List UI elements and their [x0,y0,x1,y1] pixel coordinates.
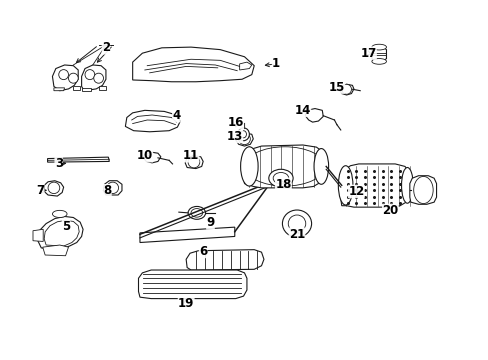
Polygon shape [409,176,436,204]
Polygon shape [339,84,353,95]
Ellipse shape [188,206,205,219]
Polygon shape [33,229,43,242]
Ellipse shape [413,176,432,203]
Ellipse shape [240,131,246,138]
Text: 2: 2 [102,41,110,54]
Polygon shape [140,227,234,243]
Polygon shape [138,270,246,298]
Polygon shape [132,47,254,82]
Polygon shape [81,65,106,91]
Polygon shape [371,47,386,62]
Ellipse shape [188,157,200,168]
Ellipse shape [313,149,328,184]
Ellipse shape [107,182,118,194]
Ellipse shape [48,182,60,194]
Ellipse shape [371,59,386,64]
Polygon shape [305,109,323,122]
Ellipse shape [371,44,386,50]
Text: 20: 20 [382,204,398,217]
Text: 7: 7 [36,184,44,197]
Polygon shape [239,62,251,70]
Text: 15: 15 [328,81,345,94]
Text: 6: 6 [199,245,207,258]
Ellipse shape [268,169,292,187]
Polygon shape [52,65,78,91]
Ellipse shape [59,69,68,80]
Polygon shape [125,111,180,132]
Ellipse shape [401,167,412,203]
Text: 8: 8 [103,184,111,197]
Ellipse shape [237,128,249,141]
Ellipse shape [52,210,67,217]
Ellipse shape [191,208,202,217]
Text: 13: 13 [226,130,243,143]
Text: 18: 18 [275,178,291,191]
Text: 21: 21 [288,228,305,241]
Ellipse shape [94,73,103,83]
Text: 9: 9 [206,216,214,229]
Ellipse shape [338,166,352,205]
Polygon shape [243,145,325,188]
Polygon shape [185,156,203,168]
Text: 5: 5 [62,220,70,233]
Text: 16: 16 [227,116,244,129]
Text: 1: 1 [271,57,280,71]
Polygon shape [54,88,64,91]
Polygon shape [44,220,79,246]
Polygon shape [186,249,264,270]
Polygon shape [235,133,253,146]
Text: 12: 12 [347,185,364,198]
Polygon shape [73,86,80,90]
Text: 11: 11 [183,149,199,162]
Text: 14: 14 [294,104,310,117]
Text: 19: 19 [178,297,194,310]
Text: 10: 10 [137,149,153,162]
Polygon shape [42,245,68,256]
Text: 4: 4 [172,109,180,122]
Ellipse shape [240,147,258,186]
Ellipse shape [273,172,288,184]
Ellipse shape [85,69,95,80]
Polygon shape [340,164,410,207]
Polygon shape [44,181,63,196]
Ellipse shape [287,215,305,232]
Text: 17: 17 [360,47,376,60]
Polygon shape [81,88,91,91]
Ellipse shape [341,84,351,94]
Polygon shape [143,152,161,163]
Ellipse shape [238,133,250,145]
Text: 3: 3 [55,157,62,170]
Polygon shape [47,157,109,162]
Polygon shape [99,86,106,90]
Ellipse shape [282,210,311,237]
Ellipse shape [68,73,78,83]
Polygon shape [38,216,83,249]
Polygon shape [103,181,122,195]
